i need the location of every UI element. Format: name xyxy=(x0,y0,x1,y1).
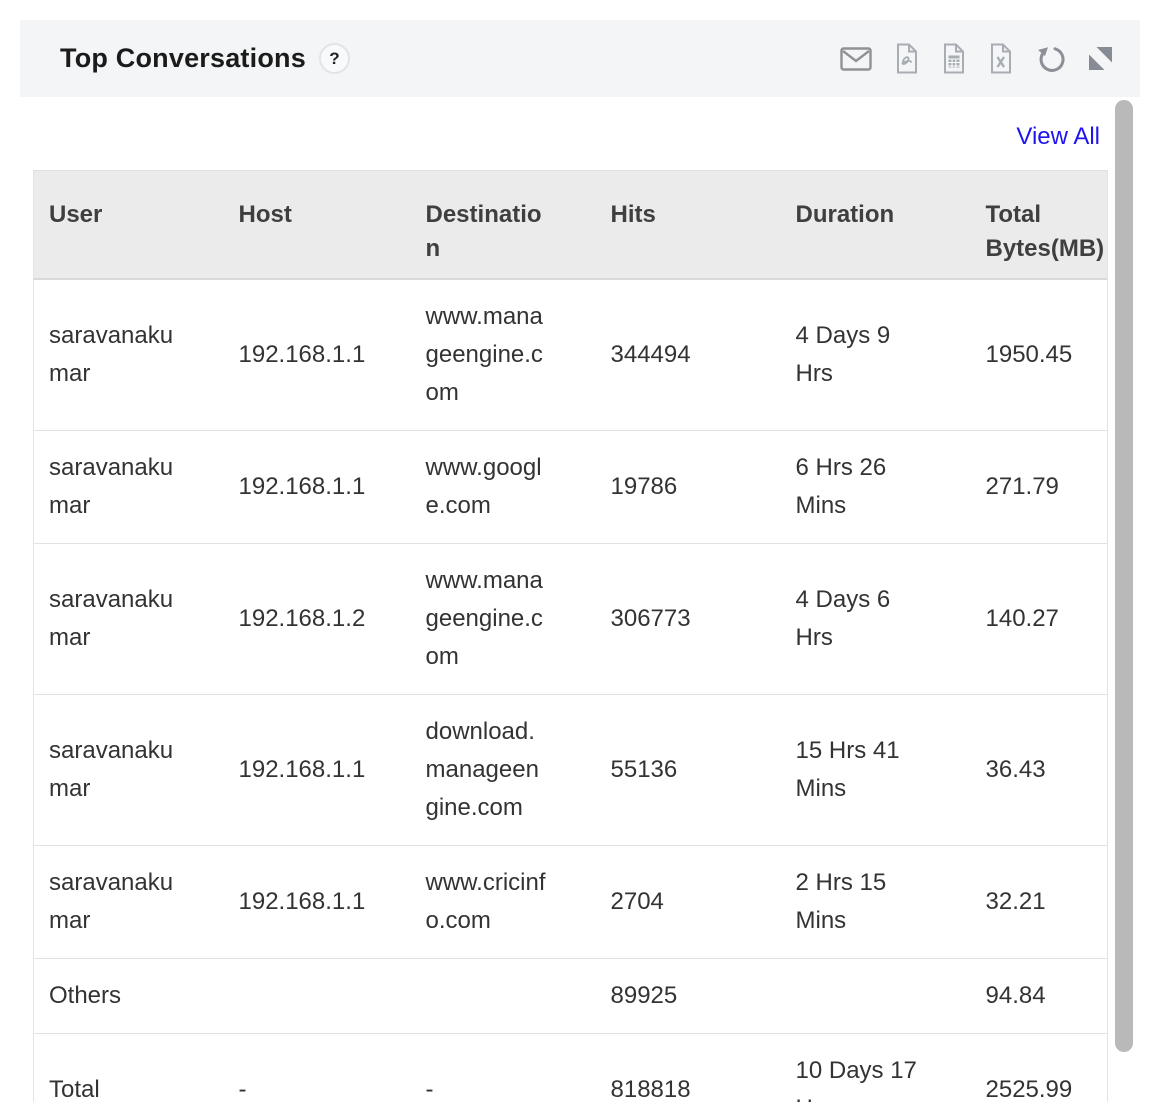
cell-user: saravanakumar xyxy=(33,845,224,959)
cell-host: 192.168.1.2 xyxy=(223,543,411,695)
table-header-row: User Host Destination Hits Duration Total Byt… xyxy=(33,170,1107,280)
cell-destination: www.manageengine.com xyxy=(410,279,596,431)
cell-duration: 2 Hrs 15 Mins xyxy=(780,845,971,959)
table-row: saravanakumar 192.168.1.1 www.manageengine… xyxy=(33,279,1107,431)
column-header: Duration xyxy=(780,170,971,280)
collapse-icon xyxy=(1089,47,1112,70)
table-row: Others 89925 94.84 xyxy=(33,958,1107,1034)
cell-host: 192.168.1.1 xyxy=(223,430,411,544)
vertical-scrollbar-thumb[interactable] xyxy=(1115,100,1133,1052)
cell-user: Others xyxy=(33,958,224,1034)
cell-destination: www.manageengine.com xyxy=(410,543,596,695)
widget-header: Top Conversations ? xyxy=(20,20,1140,97)
cell-host xyxy=(223,958,411,1034)
email-icon xyxy=(840,46,872,71)
pdf-icon xyxy=(897,43,917,74)
cell-total_bytes: 2525.99 xyxy=(970,1033,1107,1102)
table-scroll-area[interactable]: User Host Destination Hits Duration Total Byt… xyxy=(33,170,1108,1102)
column-header: Total Bytes(MB) xyxy=(970,170,1107,280)
cell-total_bytes: 1950.45 xyxy=(970,279,1107,431)
cell-hits: 2704 xyxy=(595,845,781,959)
vertical-scrollbar[interactable] xyxy=(1115,100,1133,1052)
collapse-button[interactable] xyxy=(1089,47,1112,70)
cell-host: - xyxy=(223,1033,411,1102)
view-all-row: View All xyxy=(20,97,1140,170)
cell-total_bytes: 94.84 xyxy=(970,958,1107,1034)
cell-destination: download.manageengine.com xyxy=(410,694,596,846)
cell-hits: 55136 xyxy=(595,694,781,846)
cell-total_bytes: 140.27 xyxy=(970,543,1107,695)
csv-icon xyxy=(944,43,964,74)
excel-icon xyxy=(991,43,1011,74)
column-header: Hits xyxy=(595,170,781,280)
cell-duration: 10 Days 17 Hrs xyxy=(780,1033,971,1102)
excel-export-button[interactable] xyxy=(988,43,1013,74)
cell-hits: 344494 xyxy=(595,279,781,431)
cell-destination xyxy=(410,958,596,1034)
cell-user: saravanakumar xyxy=(33,694,224,846)
table-row: saravanakumar 192.168.1.2 www.manageengine… xyxy=(33,543,1107,695)
cell-user: saravanakumar xyxy=(33,430,224,544)
cell-hits: 818818 xyxy=(595,1033,781,1102)
top-conversations-widget: Top Conversations ? xyxy=(20,20,1140,1102)
cell-destination: www.cricinfo.com xyxy=(410,845,596,959)
cell-total_bytes: 36.43 xyxy=(970,694,1107,846)
question-mark-icon: ? xyxy=(329,48,340,68)
cell-user: saravanakumar xyxy=(33,543,224,695)
refresh-icon xyxy=(1038,46,1065,72)
cell-host: 192.168.1.1 xyxy=(223,694,411,846)
table-row: saravanakumar 192.168.1.1 download.managee… xyxy=(33,694,1107,846)
cell-host: 192.168.1.1 xyxy=(223,845,411,959)
cell-hits: 19786 xyxy=(595,430,781,544)
cell-duration: 6 Hrs 26 Mins xyxy=(780,430,971,544)
page-title: Top Conversations xyxy=(60,43,306,73)
cell-hits: 306773 xyxy=(595,543,781,695)
help-button[interactable]: ? xyxy=(318,43,350,74)
cell-user: Total xyxy=(33,1033,224,1102)
cell-duration: 4 Days 6 Hrs xyxy=(780,543,971,695)
cell-duration: 4 Days 9 Hrs xyxy=(780,279,971,431)
refresh-button[interactable] xyxy=(1035,43,1067,75)
cell-total_bytes: 271.79 xyxy=(970,430,1107,544)
cell-duration: 15 Hrs 41 Mins xyxy=(780,694,971,846)
pdf-export-button[interactable] xyxy=(894,43,919,74)
toolbar xyxy=(840,43,1112,75)
column-header: User xyxy=(33,170,224,280)
column-header: Destination xyxy=(410,170,596,280)
cell-hits: 89925 xyxy=(595,958,781,1034)
widget-body: View All User Host Destination Hits Duration… xyxy=(20,97,1140,1102)
table-row: saravanakumar 192.168.1.1 www.cricinfo.com… xyxy=(33,845,1107,959)
csv-export-button[interactable] xyxy=(941,43,966,74)
cell-destination: - xyxy=(410,1033,596,1102)
cell-destination: www.google.com xyxy=(410,430,596,544)
email-button[interactable] xyxy=(840,46,872,71)
column-header: Host xyxy=(223,170,411,280)
table-row: saravanakumar 192.168.1.1 www.google.com 19… xyxy=(33,430,1107,544)
cell-user: saravanakumar xyxy=(33,279,224,431)
cell-host: 192.168.1.1 xyxy=(223,279,411,431)
view-all-link[interactable]: View All xyxy=(1016,123,1100,150)
cell-duration xyxy=(780,958,971,1034)
conversations-table: User Host Destination Hits Duration Total Byt… xyxy=(33,170,1107,1102)
cell-total_bytes: 32.21 xyxy=(970,845,1107,959)
table-body: saravanakumar 192.168.1.1 www.manageengine… xyxy=(33,279,1107,1102)
